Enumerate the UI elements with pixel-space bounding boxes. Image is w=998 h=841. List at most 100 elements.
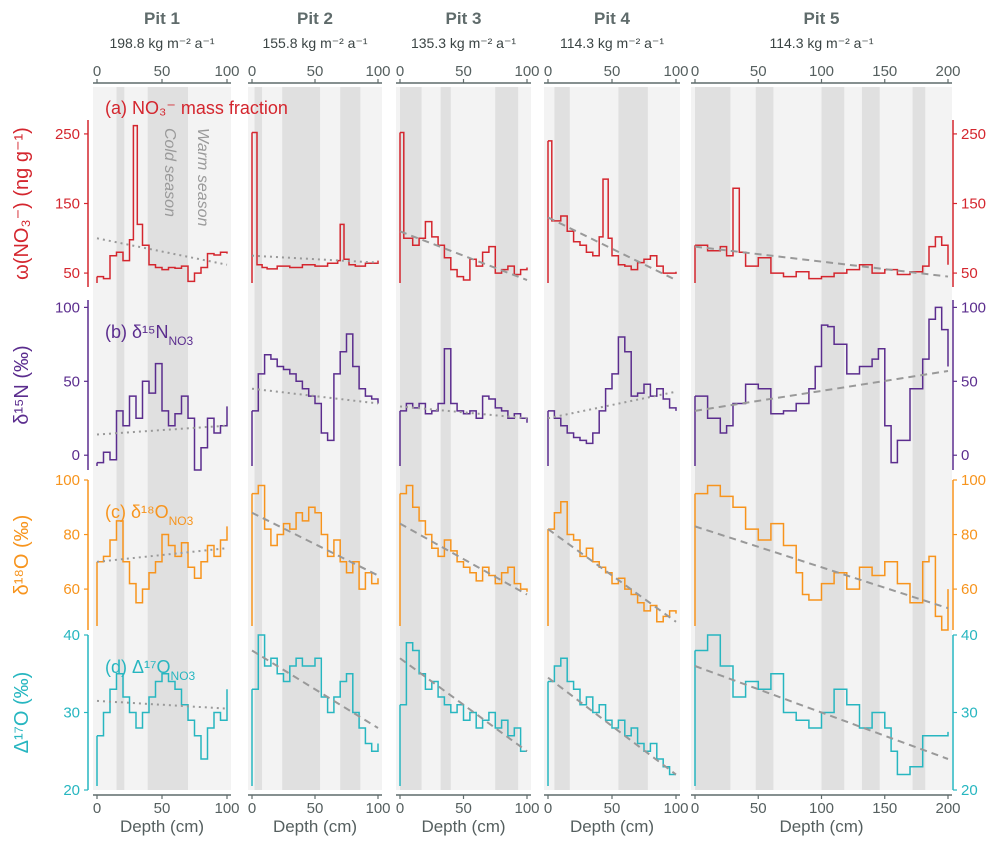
y-tick-label-right: 0 (961, 447, 969, 464)
y-tick-label-right: 60 (961, 581, 978, 598)
series-c-line (97, 520, 228, 604)
y-tick-label-right: 80 (961, 527, 978, 544)
y-tick-label-left: 40 (63, 627, 80, 644)
bottom-x-tick-label: 100 (514, 800, 539, 817)
bottom-x-tick-label: 0 (248, 800, 256, 817)
bottom-x-tick-label: 50 (307, 800, 324, 817)
accumulation-rate: 135.3 kg m⁻² a⁻¹ (411, 35, 516, 51)
bottom-x-tick-label: 100 (365, 800, 390, 817)
y-tick-label-left: 30 (63, 705, 80, 722)
trend-c-line (547, 528, 677, 623)
series-d-line (252, 634, 379, 753)
bottom-x-tick-label: 100 (214, 800, 239, 817)
series-a-line (252, 131, 379, 270)
y-tick-label-right: 100 (961, 299, 986, 316)
series-d-line (548, 657, 676, 776)
y-tick-label-left: 150 (55, 196, 80, 213)
cold-season-band (282, 87, 321, 790)
pit-title: Pit 2 (297, 9, 333, 28)
top-x-tick-label: 200 (935, 63, 960, 80)
trend-d-line (399, 657, 528, 753)
top-x-tick-label: 0 (93, 63, 101, 80)
bottom-x-tick-label: 0 (544, 800, 552, 817)
bottom-x-tick-label: 50 (455, 800, 472, 817)
panel-label-subscript: NO3 (168, 334, 193, 348)
cold-season-band (147, 87, 188, 790)
top-x-tick-label: 50 (750, 63, 767, 80)
series-c-line (400, 484, 528, 592)
trend-c-line (399, 522, 528, 596)
x-axis-label: Depth (cm) (120, 817, 204, 836)
cold-season-band (340, 87, 361, 790)
accumulation-rate: 198.8 kg m⁻² a⁻¹ (109, 35, 214, 51)
top-x-tick-label: 150 (872, 63, 897, 80)
y-tick-label-right: 20 (961, 782, 978, 799)
panel-label-text: (c) δ¹⁸O (105, 502, 169, 522)
top-x-tick-label: 100 (514, 63, 539, 80)
panel-label-d: (d) Δ¹⁷ONO3 (105, 657, 196, 683)
trend-c-line (96, 547, 228, 563)
panel-label-subscript: NO3 (169, 514, 194, 528)
bottom-x-tick-label: 150 (872, 800, 897, 817)
series-a-line (695, 187, 949, 280)
series-b-line (400, 348, 528, 423)
y-tick-label-right: 100 (961, 472, 986, 489)
bottom-x-tick-label: 0 (691, 800, 699, 817)
trend-b-line (694, 369, 949, 412)
y-tick-label-right: 250 (961, 126, 986, 143)
cold-season-band (440, 87, 451, 790)
y-tick-label-left: 0 (72, 447, 80, 464)
bottom-x-tick-label: 50 (750, 800, 767, 817)
trend-a-line (96, 237, 228, 266)
bottom-x-tick-label: 100 (809, 800, 834, 817)
cold-season-band (495, 87, 519, 790)
top-x-tick-label: 100 (663, 63, 688, 80)
series-a-line (548, 140, 677, 274)
top-x-tick-label: 0 (248, 63, 256, 80)
axes (84, 79, 957, 799)
x-axis-label: Depth (cm) (273, 817, 357, 836)
trend-d-line (251, 649, 379, 729)
panel-label-b: (b) δ¹⁵NNO3 (105, 322, 193, 348)
series-d-line (695, 634, 949, 776)
cold-season-band (254, 87, 263, 790)
trend-b-line (96, 424, 228, 436)
cold-season-band (554, 87, 570, 790)
pit-title: Pit 4 (594, 9, 630, 28)
y-tick-label-left: 100 (55, 299, 80, 316)
series-b-line (252, 333, 379, 442)
y-tick-label-left: 80 (63, 527, 80, 544)
accumulation-rate: 155.8 kg m⁻² a⁻¹ (262, 35, 367, 51)
pit-title: Pit 5 (804, 9, 840, 28)
labels: 0 0 50 50 100 100 Pit 1 198.8 kg m⁻² a⁻¹ Depth (… (11, 9, 986, 836)
bottom-x-tick-label: 0 (93, 800, 101, 817)
accumulation-rate: 114.3 kg m⁻² a⁻¹ (769, 35, 873, 51)
trend-a-line (694, 245, 949, 278)
season-bands (93, 87, 952, 790)
top-x-tick-label: 50 (455, 63, 472, 80)
top-x-tick-label: 0 (691, 63, 699, 80)
top-x-tick-label: 100 (365, 63, 390, 80)
cold-season-band (695, 87, 731, 790)
series-a-line (97, 124, 228, 283)
panel-label-a: (a) NO₃⁻ mass fraction (105, 98, 288, 118)
x-axis-label: Depth (cm) (779, 817, 863, 836)
trend-d-line (547, 676, 677, 776)
panel-label-text: (b) δ¹⁵N (105, 322, 168, 342)
y-tick-label-right: 40 (961, 627, 978, 644)
pit-title: Pit 1 (144, 9, 180, 28)
panel-label-text: (a) NO₃⁻ mass fraction (105, 98, 288, 118)
y-tick-label-left: 50 (63, 265, 80, 282)
bottom-x-tick-label: 50 (154, 800, 171, 817)
y-tick-label-right: 50 (961, 265, 978, 282)
bottom-x-tick-label: 200 (935, 800, 960, 817)
series-c-line (695, 484, 949, 631)
series-c-line (252, 484, 379, 590)
y-axis-title-b: δ¹⁵N (‰) (11, 345, 33, 424)
y-tick-label-left: 60 (63, 581, 80, 598)
series-b-line (548, 336, 677, 445)
top-x-tick-label: 0 (544, 63, 552, 80)
trend-c-line (694, 525, 949, 610)
panel-label-subscript: NO3 (171, 669, 196, 683)
